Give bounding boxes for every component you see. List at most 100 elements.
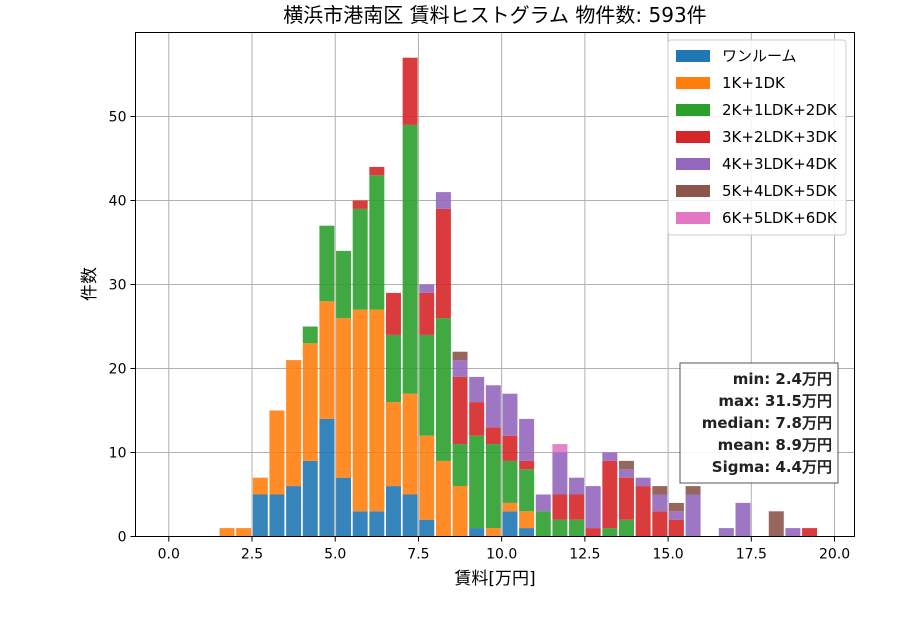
bar-segment <box>685 486 701 495</box>
bar-segment <box>785 528 801 537</box>
bar-segment <box>419 519 435 537</box>
bar-segment <box>635 486 651 537</box>
bar-segment <box>552 452 568 495</box>
bar-segment <box>452 351 468 361</box>
bar-segment <box>452 360 468 377</box>
bar-segment <box>352 511 368 537</box>
bar-segment <box>718 528 734 537</box>
legend-label: 3K+2LDK+3DK <box>722 128 838 146</box>
y-tick-label: 10 <box>109 446 127 462</box>
stats-line: median: 7.8万円 <box>702 414 832 432</box>
stats-line: min: 2.4万円 <box>733 370 832 388</box>
bar-segment <box>352 200 368 209</box>
bar-segment <box>286 360 302 487</box>
bar-segment <box>352 208 368 310</box>
x-tick-label: 12.5 <box>569 547 600 563</box>
bar-segment <box>435 318 451 461</box>
bar-segment <box>219 528 235 537</box>
stats-frame <box>679 362 839 484</box>
bar-segment <box>452 444 468 487</box>
bar-segment <box>336 477 352 537</box>
bar-segment <box>435 208 451 319</box>
bar-segment <box>569 494 585 520</box>
bar-segment <box>385 292 401 335</box>
stats-line: max: 31.5万円 <box>718 392 832 410</box>
bar-segment <box>319 418 335 537</box>
bar-segment <box>319 225 335 302</box>
legend-label: ワンルーム <box>722 47 797 65</box>
legend-swatch <box>676 77 710 89</box>
bar-segment <box>552 444 568 453</box>
bar-segment <box>602 528 618 537</box>
bar-segment <box>618 519 634 537</box>
bar-segment <box>302 460 318 537</box>
bar-segment <box>735 502 751 537</box>
bar-segment <box>502 502 518 512</box>
bar-segment <box>369 309 385 512</box>
x-tick-label: 15.0 <box>653 547 684 563</box>
bar-segment <box>502 435 518 461</box>
bar-segment <box>452 486 468 537</box>
bar-segment <box>585 486 601 529</box>
bar-segment <box>385 486 401 537</box>
bar-segment <box>569 519 585 537</box>
bar-segment <box>402 124 418 394</box>
y-tick-label: 50 <box>109 110 127 126</box>
bar-segment <box>385 402 401 487</box>
bar-segment <box>519 511 535 529</box>
bar-segment <box>236 528 252 537</box>
bar-segment <box>652 494 668 512</box>
bar-segment <box>552 494 568 520</box>
bar-segment <box>519 469 535 512</box>
bar-segment <box>419 435 435 520</box>
bar-segment <box>452 376 468 445</box>
y-axis-ticks: 0 10 20 30 40 50 <box>109 110 136 546</box>
bar-segment <box>802 528 818 537</box>
bar-segment <box>402 393 418 495</box>
bar-segment <box>618 469 634 478</box>
y-tick-label: 30 <box>109 278 127 294</box>
bar-segment <box>485 427 501 445</box>
bar-segment <box>419 334 435 436</box>
y-axis-label: 件数 <box>80 267 100 301</box>
x-tick-label: 20.0 <box>819 547 850 563</box>
bar-segment <box>435 192 451 209</box>
bar-segment <box>402 494 418 537</box>
bar-segment <box>519 460 535 470</box>
bar-segment <box>352 309 368 512</box>
bar-segment <box>402 57 418 125</box>
bar-segment <box>519 528 535 537</box>
bar-segment <box>369 166 385 176</box>
bar-segment <box>469 402 485 436</box>
bar-segment <box>668 502 684 512</box>
legend-swatch <box>676 104 710 116</box>
bar-segment <box>668 519 684 537</box>
chart-title: 横浜市港南区 賃料ヒストグラム 物件数: 593件 <box>283 3 706 27</box>
bar-segment <box>252 477 268 495</box>
bar-segment <box>336 318 352 478</box>
bar-segment <box>535 494 551 512</box>
x-tick-label: 17.5 <box>736 547 767 563</box>
bar-segment <box>652 511 668 537</box>
bar-segment <box>269 410 285 495</box>
legend-label: 1K+1DK <box>722 74 786 92</box>
bar-segment <box>319 301 335 419</box>
bar-segment <box>369 175 385 310</box>
bar-segment <box>419 284 435 293</box>
bar-stack-group <box>219 57 818 537</box>
bar-segment <box>535 511 551 537</box>
bar-segment <box>252 494 268 537</box>
stats-line: Sigma: 4.4万円 <box>712 458 832 476</box>
legend-label: 4K+3LDK+4DK <box>722 155 838 173</box>
bar-segment <box>602 452 618 461</box>
legend-swatch <box>676 131 710 143</box>
bar-segment <box>286 486 302 537</box>
bar-segment <box>369 511 385 537</box>
legend-swatch <box>676 158 710 170</box>
stats-line: mean: 8.9万円 <box>718 436 832 454</box>
x-tick-label: 10.0 <box>486 547 517 563</box>
legend-swatch <box>676 50 710 62</box>
bar-segment <box>269 494 285 537</box>
bar-segment <box>302 343 318 461</box>
